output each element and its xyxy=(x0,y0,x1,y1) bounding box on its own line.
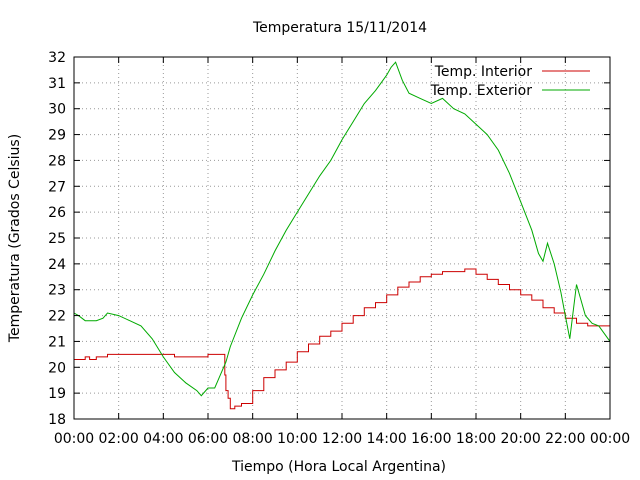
x-tick-label: 12:00 xyxy=(322,431,362,447)
y-tick-label: 28 xyxy=(48,153,66,169)
y-tick-label: 30 xyxy=(48,102,66,118)
x-tick-label: 00:00 xyxy=(590,431,630,447)
x-tick-label: 06:00 xyxy=(188,431,228,447)
y-tick-label: 24 xyxy=(48,257,66,273)
y-tick-label: 29 xyxy=(48,128,66,144)
y-tick-label: 20 xyxy=(48,360,66,376)
y-tick-label: 26 xyxy=(48,205,66,221)
y-tick-label: 22 xyxy=(48,309,66,325)
x-tick-label: 20:00 xyxy=(500,431,540,447)
x-tick-label: 02:00 xyxy=(98,431,138,447)
y-tick-label: 19 xyxy=(48,386,66,402)
x-tick-label: 18:00 xyxy=(456,431,496,447)
x-tick-label: 22:00 xyxy=(545,431,585,447)
x-tick-label: 04:00 xyxy=(143,431,183,447)
series-layer xyxy=(73,61,611,410)
legend: Temp. Interior Temp. Exterior xyxy=(430,64,590,99)
legend-label-interior: Temp. Interior xyxy=(434,64,533,80)
y-tick-label: 23 xyxy=(48,283,66,299)
y-tick-label: 31 xyxy=(48,76,66,92)
y-tick-label: 25 xyxy=(48,231,66,247)
x-tick-label: 16:00 xyxy=(411,431,451,447)
y-axis-label: Temperatura (Grados Celsius) xyxy=(7,134,23,343)
x-tick-label: 00:00 xyxy=(54,431,94,447)
y-tick-label: 27 xyxy=(48,179,66,195)
chart-title: Temperatura 15/11/2014 xyxy=(252,20,427,36)
series-line-interior xyxy=(74,268,611,410)
legend-label-exterior: Temp. Exterior xyxy=(430,83,533,99)
grid xyxy=(74,57,610,419)
y-tick-label: 21 xyxy=(48,334,66,350)
x-tick-label: 14:00 xyxy=(366,431,406,447)
x-tick-label: 08:00 xyxy=(232,431,272,447)
y-tick-label: 18 xyxy=(48,412,66,428)
y-tick-label: 32 xyxy=(48,50,66,66)
x-axis-label: Tiempo (Hora Local Argentina) xyxy=(231,459,446,475)
x-tick-label: 10:00 xyxy=(277,431,317,447)
series-line-exterior xyxy=(73,61,611,397)
